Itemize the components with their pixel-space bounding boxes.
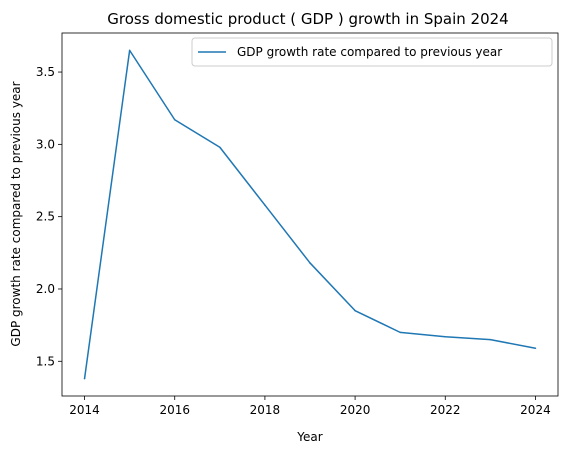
y-tick-label: 2.0 [36,282,55,296]
data-point [399,331,401,334]
y-tick-label: 3.5 [36,65,55,79]
axis-ticks: 2014 2016 2018 2020 2022 2024 1.5 2.0 2.5 3.0 3.5 [36,65,551,417]
data-point [444,335,447,338]
data-point [128,49,131,52]
data-point [173,119,176,121]
data-point [534,347,537,350]
y-tick-label: 2.5 [36,210,55,224]
plot-frame [61,32,559,397]
x-tick-label: 2022 [430,403,461,417]
y-tick-label: 3.0 [36,137,55,151]
x-tick-label: 2014 [69,403,100,417]
data-point [264,204,266,206]
x-tick-label: 2020 [340,403,371,417]
y-tick-label: 1.5 [36,354,55,368]
data-point [489,338,492,341]
legend: GDP growth rate compared to previous yea… [191,37,553,67]
data-point [354,309,356,312]
x-tick-label: 2018 [250,403,281,417]
data-point [83,377,86,380]
chart-title: Gross domestic product ( GDP ) growth in… [107,10,508,28]
series-points [83,49,537,380]
legend-label: GDP growth rate compared to previous yea… [237,45,502,59]
x-axis-label: Year [296,430,322,444]
x-tick-label: 2016 [159,403,190,417]
x-tick-label: 2024 [520,403,551,417]
legend-box [191,37,553,67]
y-axis-label: GDP growth rate compared to previous yea… [9,81,23,346]
plot-area [62,33,558,396]
data-point [219,146,221,149]
data-point [309,262,311,264]
